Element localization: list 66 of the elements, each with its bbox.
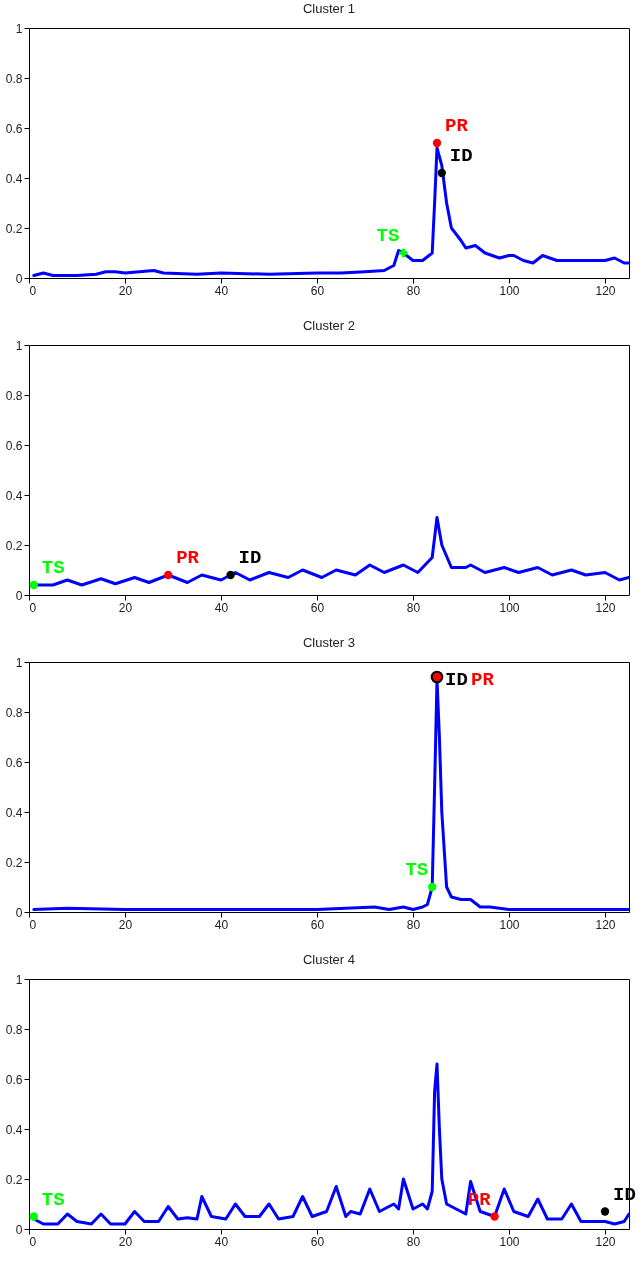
y-tick-label: 0.2	[5, 855, 23, 870]
x-tick-label: 20	[118, 283, 133, 298]
x-tick-label: 20	[118, 917, 133, 932]
series-label: ID	[238, 547, 262, 569]
x-tick-label: 120	[595, 600, 616, 615]
y-tick-label: 0.2	[5, 538, 23, 553]
series-label: TS	[405, 859, 429, 881]
y-tick-label: 0.4	[5, 488, 23, 503]
series-label: PR	[445, 115, 469, 137]
y-tick-label: 0.8	[5, 71, 23, 86]
x-tick-label: 20	[118, 1234, 133, 1249]
series-label: TS	[41, 557, 65, 579]
chart-title: Cluster 4	[302, 952, 356, 967]
x-tick-label: 120	[595, 283, 616, 298]
x-tick-label: 20	[118, 600, 133, 615]
chart-title: Cluster 1	[302, 1, 356, 16]
y-tick-label: 0.8	[5, 1022, 23, 1037]
series-label: ID	[445, 669, 468, 691]
y-tick-label: 0.6	[5, 438, 23, 453]
x-tick-label: 0	[29, 917, 37, 932]
series-label: PR	[176, 547, 200, 569]
y-tick-label: 0	[15, 905, 23, 920]
y-tick-label: 1	[15, 338, 23, 353]
y-tick-label: 0.4	[5, 805, 23, 820]
y-tick-label: 0.4	[5, 171, 23, 186]
y-tick-label: 0.4	[5, 1122, 23, 1137]
x-tick-label: 120	[595, 1234, 616, 1249]
series-label: TS	[376, 225, 400, 247]
y-tick-label: 0	[15, 588, 23, 603]
y-tick-label: 0.8	[5, 705, 23, 720]
y-tick-label: 0.2	[5, 221, 23, 236]
x-tick-label: 100	[499, 917, 520, 932]
x-tick-label: 80	[406, 283, 421, 298]
x-tick-label: 60	[310, 917, 325, 932]
x-tick-label: 40	[214, 1234, 229, 1249]
x-tick-label: 40	[214, 600, 229, 615]
y-tick-label: 0.8	[5, 388, 23, 403]
y-tick-label: 0.6	[5, 755, 23, 770]
x-tick-label: 120	[595, 917, 616, 932]
x-tick-label: 80	[406, 917, 421, 932]
y-tick-label: 1	[15, 655, 23, 670]
x-tick-label: 40	[214, 283, 229, 298]
x-tick-label: 80	[406, 1234, 421, 1249]
x-tick-label: 100	[499, 283, 520, 298]
x-tick-label: 0	[29, 600, 37, 615]
y-tick-label: 0.2	[5, 1172, 23, 1187]
x-tick-label: 100	[499, 1234, 520, 1249]
x-tick-label: 80	[406, 600, 421, 615]
y-tick-label: 0	[15, 1222, 23, 1237]
x-tick-label: 40	[214, 917, 229, 932]
y-tick-label: 1	[15, 21, 23, 36]
y-tick-label: 0.6	[5, 1072, 23, 1087]
x-tick-label: 60	[310, 600, 325, 615]
chart-title: Cluster 3	[302, 635, 356, 650]
chart-title: Cluster 2	[302, 318, 356, 333]
y-tick-label: 1	[15, 972, 23, 987]
series-label: ID	[449, 145, 473, 167]
y-tick-label: 0	[15, 271, 23, 286]
y-tick-label: 0.6	[5, 121, 23, 136]
series-label: TS	[41, 1188, 65, 1211]
x-tick-label: 60	[310, 1234, 325, 1249]
x-tick-label: 100	[499, 600, 520, 615]
x-tick-label: 0	[29, 1234, 37, 1249]
x-tick-label: 0	[29, 283, 37, 298]
series-label: PR	[471, 669, 495, 691]
x-tick-label: 60	[310, 283, 325, 298]
